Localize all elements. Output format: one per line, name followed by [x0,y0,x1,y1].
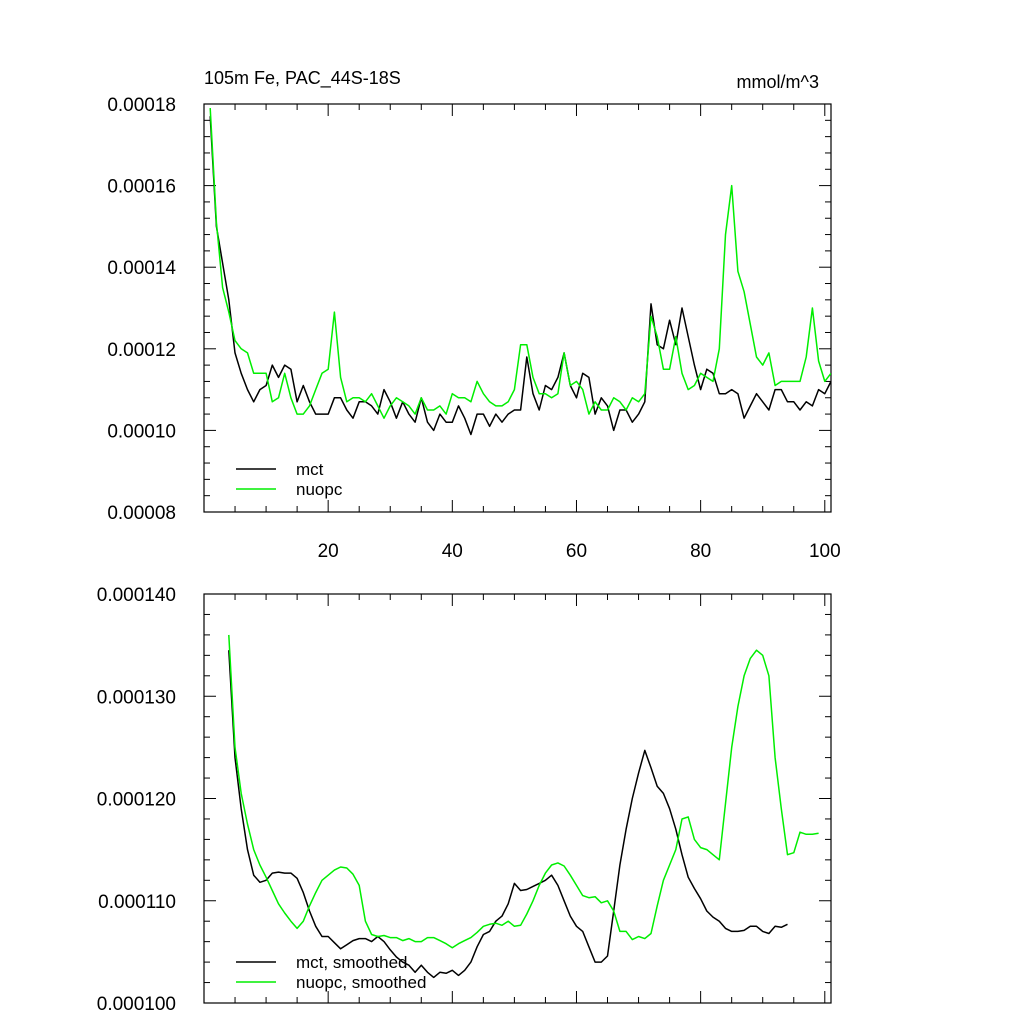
chart-title: 105m Fe, PAC_44S-18S [204,68,401,89]
x-tick-label: 80 [690,541,711,562]
series-line-nuopc [209,108,831,419]
x-tick-label: 40 [442,541,463,562]
x-tick-label: 60 [566,541,587,562]
chart-1: 20 40 60 80 100 0.00008 0.00010 0.00012 0.00014 0… [107,68,840,562]
y-tick-label: 0.00016 [107,177,176,198]
y-tick-label: 0.000140 [97,585,176,606]
y-tick-label: 0.000120 [97,790,176,811]
series-line-mct-smoothed [228,650,788,979]
y-tick-label: 0.000130 [97,687,176,708]
plot-frame [203,103,832,513]
series-line-nuopc-smoothed [228,634,819,949]
y-tick-label: 0.000100 [97,994,176,1015]
plot-frame [203,593,832,1004]
legend-label: nuopc [296,480,343,499]
series-line-mct [209,116,831,436]
units-label: mmol/m^3 [737,72,819,92]
legend-label: mct, smoothed [296,953,408,972]
x-tick-label: 20 [318,541,339,562]
y-tick-label: 0.00012 [107,340,176,361]
y-tick-label: 0.00008 [107,503,176,524]
y-tick-label: 0.000110 [98,892,176,913]
legend-label: mct [296,460,324,479]
y-tick-label: 0.00010 [107,421,176,442]
x-tick-label: 100 [809,541,841,562]
y-tick-label: 0.00014 [107,258,176,279]
legend-label: nuopc, smoothed [296,973,426,992]
chart-2: 0.000100 0.000110 0.000120 0.000130 0.000140… [97,585,832,1015]
y-tick-label: 0.00018 [107,95,176,116]
